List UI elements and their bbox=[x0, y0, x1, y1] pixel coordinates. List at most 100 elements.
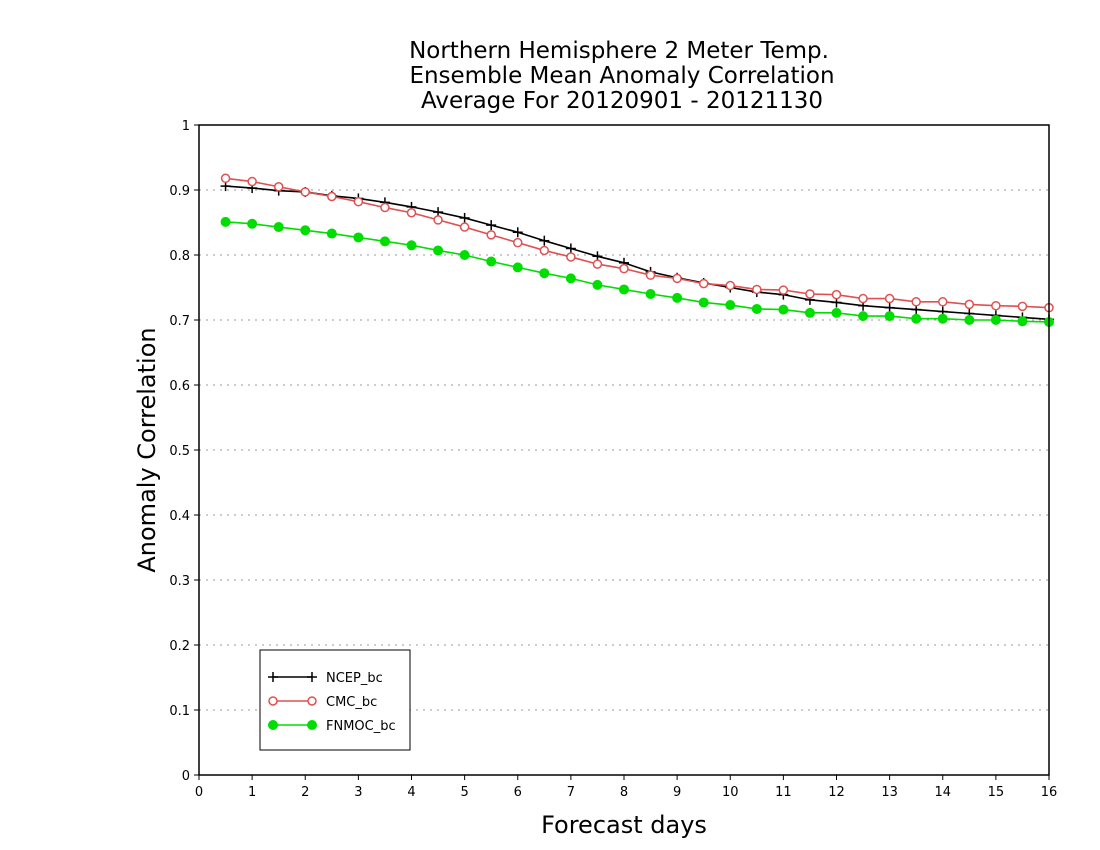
data-point-fnmoc-bc bbox=[778, 304, 789, 315]
y-axis-label: Anomaly Correlation bbox=[133, 327, 161, 572]
x-tick-label: 5 bbox=[460, 785, 468, 800]
x-tick-label: 8 bbox=[620, 785, 628, 800]
data-point-cmc-bc bbox=[353, 196, 364, 207]
data-point-cmc-bc bbox=[273, 182, 284, 192]
x-tick-label: 1 bbox=[248, 785, 256, 800]
data-point-cmc-bc bbox=[486, 230, 496, 240]
data-point-fnmoc-bc bbox=[220, 216, 231, 227]
data-point-cmc-bc bbox=[539, 245, 550, 256]
data-point-cmc-bc bbox=[459, 222, 470, 232]
data-series bbox=[220, 173, 1054, 327]
y-tick-label: 0.3 bbox=[169, 574, 190, 589]
data-point-ncep-bc bbox=[565, 243, 576, 254]
y-tick-label: 0.1 bbox=[169, 704, 190, 719]
x-tick-label: 6 bbox=[514, 785, 522, 800]
series-cmc-bc bbox=[220, 173, 1054, 313]
data-point-cmc-bc bbox=[380, 202, 390, 213]
x-tick-label: 0 bbox=[195, 785, 203, 800]
data-point-cmc-bc bbox=[566, 252, 576, 262]
y-tick-label: 0.8 bbox=[169, 249, 190, 264]
data-point-ncep-bc bbox=[539, 235, 550, 246]
data-point-fnmoc-bc bbox=[645, 289, 656, 299]
legend-label: NCEP_bc bbox=[326, 671, 383, 686]
x-tick-label: 13 bbox=[881, 785, 898, 800]
data-point-cmc-bc bbox=[884, 293, 895, 304]
legend-swatch-marker bbox=[268, 672, 278, 682]
legend-label: FNMOC_bc bbox=[326, 719, 396, 734]
data-point-fnmoc-bc bbox=[884, 311, 895, 322]
data-point-cmc-bc bbox=[1017, 301, 1028, 312]
data-point-fnmoc-bc bbox=[751, 303, 762, 314]
x-tick-label: 12 bbox=[828, 785, 845, 800]
data-point-cmc-bc bbox=[698, 278, 709, 289]
data-point-fnmoc-bc bbox=[911, 313, 922, 324]
data-point-cmc-bc bbox=[911, 297, 921, 307]
x-tick-label: 15 bbox=[988, 785, 1005, 800]
y-tick-label: 0.7 bbox=[169, 314, 190, 329]
data-point-fnmoc-bc bbox=[804, 307, 815, 318]
x-tick-label: 4 bbox=[407, 785, 415, 800]
x-tick-label: 16 bbox=[1041, 785, 1058, 800]
data-point-cmc-bc bbox=[247, 176, 257, 187]
data-point-fnmoc-bc bbox=[592, 279, 603, 290]
data-point-fnmoc-bc bbox=[565, 273, 576, 284]
data-point-ncep-bc bbox=[486, 220, 497, 231]
x-tick-label: 3 bbox=[354, 785, 362, 800]
data-point-fnmoc-bc bbox=[858, 311, 869, 322]
data-point-fnmoc-bc bbox=[619, 284, 629, 295]
data-point-fnmoc-bc bbox=[831, 307, 842, 318]
data-point-ncep-bc bbox=[459, 212, 470, 223]
y-tick-label: 0.9 bbox=[169, 184, 190, 199]
data-point-cmc-bc bbox=[858, 293, 868, 304]
legend-box bbox=[259, 649, 411, 751]
series-line-ncep-bc bbox=[225, 185, 1050, 321]
data-point-fnmoc-bc bbox=[964, 315, 975, 325]
x-tick-label: 14 bbox=[934, 785, 951, 800]
data-point-cmc-bc bbox=[964, 299, 975, 310]
data-point-fnmoc-bc bbox=[937, 313, 948, 324]
data-point-cmc-bc bbox=[406, 208, 417, 218]
data-point-cmc-bc bbox=[938, 297, 948, 307]
data-point-cmc-bc bbox=[645, 270, 656, 280]
data-point-fnmoc-bc bbox=[672, 292, 683, 303]
legend-swatch-marker bbox=[268, 720, 278, 730]
data-point-fnmoc-bc bbox=[512, 262, 523, 273]
data-point-cmc-bc bbox=[725, 280, 735, 291]
data-point-fnmoc-bc bbox=[725, 300, 736, 311]
data-point-cmc-bc bbox=[752, 284, 762, 295]
data-point-cmc-bc bbox=[619, 263, 629, 274]
legend-swatch-marker bbox=[268, 696, 278, 706]
legend-swatch-marker bbox=[307, 696, 317, 706]
data-point-cmc-bc bbox=[778, 285, 789, 295]
x-tick-label: 11 bbox=[775, 785, 792, 800]
data-point-cmc-bc bbox=[592, 259, 603, 269]
data-point-fnmoc-bc bbox=[406, 240, 417, 251]
chart-title-line-1: Northern Hemisphere 2 Meter Temp. bbox=[409, 38, 829, 64]
y-tick-label: 0 bbox=[182, 769, 190, 784]
x-tick-label: 9 bbox=[673, 785, 681, 800]
data-point-fnmoc-bc bbox=[379, 236, 390, 247]
y-tick-label: 0.2 bbox=[169, 639, 190, 654]
x-tick-label: 10 bbox=[722, 785, 739, 800]
data-point-fnmoc-bc bbox=[300, 225, 311, 236]
legend-item-ncep-bc: NCEP_bc bbox=[268, 671, 383, 686]
data-point-fnmoc-bc bbox=[539, 268, 550, 279]
legend-label: CMC_bc bbox=[326, 695, 377, 710]
data-point-fnmoc-bc bbox=[459, 250, 470, 260]
data-point-cmc-bc bbox=[805, 289, 815, 299]
data-point-cmc-bc bbox=[991, 300, 1001, 311]
data-point-fnmoc-bc bbox=[353, 232, 364, 243]
data-point-fnmoc-bc bbox=[1017, 316, 1028, 327]
data-point-fnmoc-bc bbox=[698, 297, 709, 308]
data-point-fnmoc-bc bbox=[247, 218, 258, 229]
data-point-cmc-bc bbox=[220, 173, 231, 184]
data-point-fnmoc-bc bbox=[326, 228, 337, 239]
x-tick-label: 7 bbox=[567, 785, 575, 800]
data-point-fnmoc-bc bbox=[486, 256, 497, 267]
data-point-ncep-bc bbox=[884, 302, 895, 313]
legend: NCEP_bc CMC_bc FNMOC_bc bbox=[259, 649, 411, 751]
data-point-fnmoc-bc bbox=[273, 222, 284, 233]
y-axis-ticks: 0 0.1 0.2 0.3 0.4 0.5 0.6 0.7 0.8 0.9 1 bbox=[169, 119, 199, 784]
legend-swatch-marker bbox=[307, 720, 317, 730]
data-point-fnmoc-bc bbox=[990, 315, 1001, 325]
